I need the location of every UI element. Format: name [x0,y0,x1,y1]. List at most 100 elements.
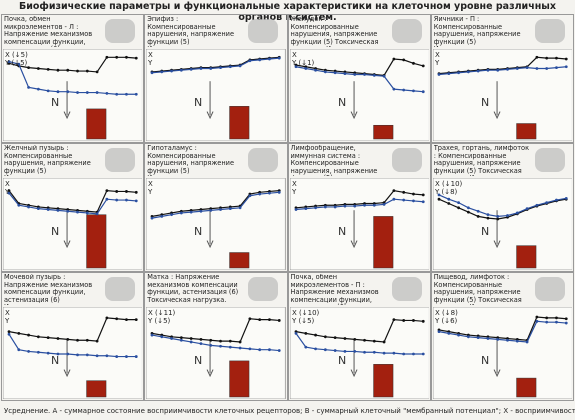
series-point [170,213,174,217]
series-point [115,55,119,59]
y-label: Y (↓5) [147,317,171,325]
series-point [190,210,193,214]
series-point [401,352,405,356]
series-point [229,339,232,343]
organ-icon [534,148,565,172]
series-point [382,74,385,78]
series-point [496,215,499,218]
y-label: Y [434,59,440,67]
level-bar [372,124,393,140]
arrow-head [63,240,71,249]
series-point [150,71,154,75]
panel-caption: Почка, обмен микроэлементов - П : Напряж… [290,274,379,305]
series-point [352,204,356,208]
organ-icon [248,277,279,301]
panel-chart: N XY [432,49,572,141]
arrow-head [63,369,71,378]
series-point [372,350,376,354]
series-point [199,337,203,341]
panel-caption: Гипоталамус : Компенсированные нарушения… [147,145,234,176]
organ-icon [248,19,279,43]
series-point [447,72,450,76]
series-point [401,88,405,92]
series-point [323,335,327,339]
series-point [535,315,539,319]
series-point [391,318,395,321]
series-point [372,339,376,343]
series-point [333,205,337,209]
series-point [564,317,568,321]
series-point [46,336,50,340]
x-label: X [148,51,153,59]
panel-frame [287,143,431,272]
series-point [125,55,128,59]
series-point [456,71,460,75]
series-point [476,336,480,340]
panel-frame [1,272,145,401]
series-line [152,190,280,217]
n-label: N [338,354,346,367]
footnote: Усреднение. А - суммарное состояние восп… [4,407,575,415]
series-point [303,207,307,211]
series-point [95,91,99,94]
n-label: N [481,225,489,238]
n-label: N [338,225,346,238]
series-point [525,340,529,344]
series-point [219,66,223,70]
series-point [313,206,317,210]
series-point [411,89,415,93]
series-point [229,207,232,211]
n-label: N [194,354,202,367]
series-point [27,205,30,209]
series-line [295,198,423,211]
series-point [125,190,128,193]
series-point [36,350,40,354]
y-label: Y [291,188,297,196]
x-label: X [5,180,10,188]
arrow-head [63,111,71,120]
series-point [362,203,366,207]
x-label: X [435,51,440,59]
series-point [180,338,184,342]
series-point [303,331,307,335]
series-point [313,333,317,337]
series-point [248,347,252,351]
series-point [545,320,548,324]
series-point [258,318,262,321]
arrow-head [493,111,501,120]
series-point [505,338,509,342]
series-point [46,208,50,211]
arrow-head [206,369,214,378]
series-line [8,333,137,358]
series-point [85,69,89,73]
level-bar [372,364,393,398]
series-point [323,70,327,74]
series-point [437,330,441,334]
series-point [66,68,70,72]
series-point [554,316,558,320]
y-label: Y [147,59,153,67]
series-point [36,335,40,339]
series-point [105,55,109,59]
series-point [421,90,425,94]
series-point [134,56,138,60]
series-point [362,350,366,354]
series-point [66,337,70,341]
series-point [496,337,499,341]
arrow-head [493,369,501,378]
series-point [66,90,70,94]
series-point [238,346,242,350]
n-label: N [51,225,59,238]
series-point [66,209,70,213]
series-point [46,67,50,71]
panel-frame [287,14,431,143]
level-bar [229,106,250,140]
series-line [152,334,280,352]
plot-area [3,178,143,270]
series-point [27,66,30,70]
series-point [391,87,395,91]
plot-area [289,49,429,141]
series-point [160,70,164,74]
arrow-head [206,111,214,120]
